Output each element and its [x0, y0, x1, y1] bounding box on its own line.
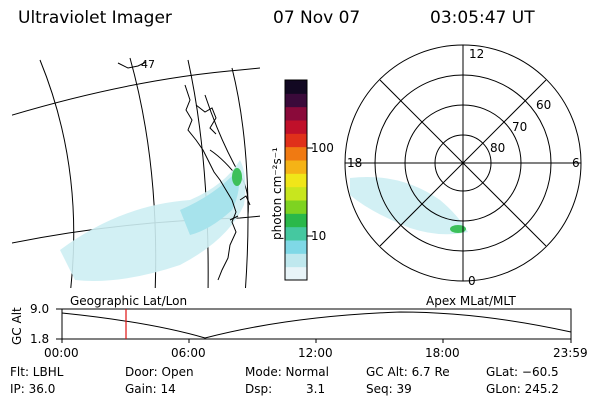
- ip-info: IP: 36.0: [10, 382, 56, 396]
- time-tick-0600: 06:00: [171, 346, 206, 360]
- polar-mlt-6: 6: [572, 156, 580, 170]
- polar-label: Apex MLat/MLT: [426, 294, 516, 308]
- colorbar-segment: [285, 120, 307, 134]
- instrument-title: Ultraviolet Imager: [18, 8, 172, 28]
- date-label: 07 Nov 07: [273, 8, 361, 28]
- time-tick-2359: 23:59: [553, 346, 588, 360]
- colorbar-segment: [285, 266, 307, 281]
- colorbar-segment: [285, 160, 307, 174]
- colorbar: [284, 79, 308, 281]
- colorbar-segment: [285, 186, 307, 201]
- gc-alt-info: GC Alt: 6.7 Re: [366, 365, 450, 379]
- polar-lat-70: 70: [512, 120, 528, 134]
- colorbar-segment: [285, 133, 307, 148]
- colorbar-segment: [285, 240, 307, 254]
- colorbar-tick-10: 10: [311, 229, 327, 243]
- altitude-curve: [61, 311, 572, 339]
- dsp-label: Dsp:: [245, 382, 273, 396]
- geo-map-label: Geographic Lat/Lon: [70, 294, 188, 308]
- colorbar-border: [284, 79, 308, 281]
- colorbar-segment: [285, 253, 307, 268]
- alt-tick-9: 9.0: [30, 302, 50, 316]
- colorbar-segment: [285, 173, 307, 188]
- dsp-value: 3.1: [306, 382, 326, 396]
- colorbar-segment: [285, 200, 307, 214]
- polar-mlt-12: 12: [469, 47, 485, 61]
- geo-lat-label: 47: [141, 58, 155, 71]
- colorbar-ticks: [307, 147, 313, 237]
- seq-info: Seq: 39: [366, 382, 412, 396]
- polar-grid: [344, 44, 582, 282]
- colorbar-segment: [285, 93, 307, 108]
- glat-info: GLat: −60.5: [486, 365, 559, 379]
- geo-aurora: [60, 160, 246, 281]
- door-info: Door: Open: [125, 365, 194, 379]
- polar-mlt-0: 0: [468, 274, 476, 288]
- time-label: 03:05:47 UT: [430, 8, 535, 28]
- polar-lat-80: 80: [490, 141, 506, 155]
- alt-tick-1-8: 1.8: [30, 332, 50, 346]
- altitude-axis-label: GC Alt: [10, 307, 24, 345]
- glon-info: GLon: 245.2: [486, 382, 559, 396]
- colorbar-segment: [285, 80, 307, 94]
- mode-info: Mode: Normal: [245, 365, 329, 379]
- colorbar-segment: [285, 106, 307, 121]
- colorbar-segment: [285, 226, 307, 241]
- flt-info: Flt: LBHL: [10, 365, 64, 379]
- colorbar-segment: [285, 213, 307, 228]
- colorbar-segment: [285, 146, 307, 161]
- time-tick-0000: 00:00: [44, 346, 79, 360]
- colorbar-tick-100: 100: [311, 141, 334, 155]
- gain-info: Gain: 14: [125, 382, 176, 396]
- time-tick-1800: 18:00: [425, 346, 460, 360]
- polar-lat-60: 60: [536, 98, 552, 112]
- time-tick-1200: 12:00: [298, 346, 333, 360]
- polar-mlt-18: 18: [347, 156, 363, 170]
- coastline: [117, 61, 251, 281]
